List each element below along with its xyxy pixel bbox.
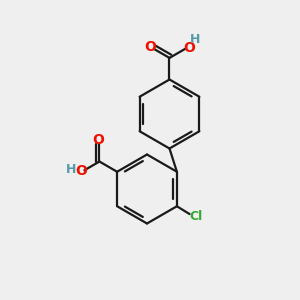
- Text: H: H: [65, 163, 76, 176]
- Text: O: O: [144, 40, 156, 54]
- Text: Cl: Cl: [189, 210, 202, 223]
- Text: O: O: [93, 133, 104, 147]
- Text: O: O: [183, 41, 195, 55]
- Text: H: H: [190, 33, 200, 46]
- Text: O: O: [75, 164, 87, 178]
